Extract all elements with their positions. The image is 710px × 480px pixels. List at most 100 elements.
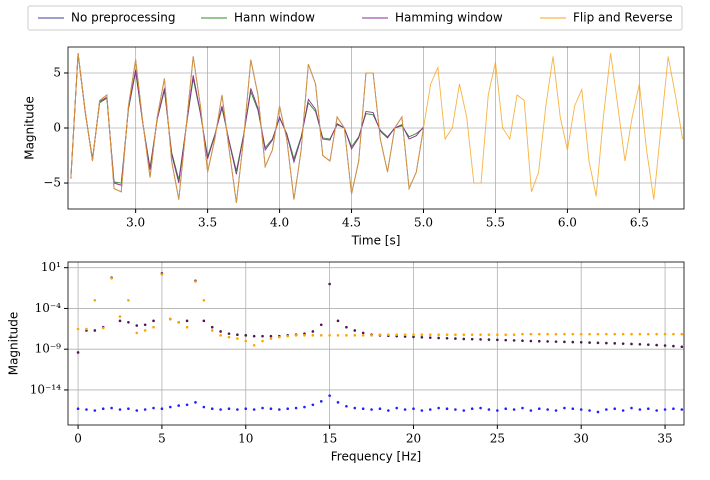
scatter-point — [278, 408, 281, 411]
scatter-point — [588, 409, 591, 412]
x-tick-label: 15 — [322, 432, 337, 446]
scatter-point — [194, 401, 197, 404]
scatter-point — [613, 407, 617, 411]
scatter-point — [621, 342, 625, 345]
scatter-point — [194, 280, 197, 283]
scatter-point — [353, 406, 357, 410]
scatter-point — [202, 319, 206, 323]
scatter-point — [210, 407, 214, 411]
scatter-point — [563, 406, 566, 410]
scatter-point — [638, 332, 642, 336]
scatter-point — [462, 333, 466, 337]
scatter-point — [328, 334, 331, 337]
scatter-point — [319, 334, 323, 337]
scatter-point — [169, 317, 172, 321]
scatter-point — [118, 315, 122, 318]
scatter-point — [370, 334, 373, 337]
scatter-point — [403, 335, 407, 338]
scatter-point — [596, 410, 600, 414]
scatter-point — [437, 336, 440, 340]
x-tick-label: 3.0 — [126, 216, 145, 230]
scatter-point — [462, 409, 466, 412]
scatter-point — [420, 333, 424, 337]
y-tick-label: 10⁻⁴ — [35, 301, 62, 315]
scatter-point — [496, 338, 499, 342]
scatter-point — [428, 336, 432, 339]
y-axis-label: Magnitude — [7, 312, 21, 376]
x-tick-label: 35 — [657, 432, 672, 446]
scatter-point — [512, 408, 516, 411]
scatter-point — [101, 326, 105, 330]
scatter-point — [319, 400, 323, 403]
scatter-point — [160, 407, 164, 411]
scatter-point — [278, 335, 281, 339]
scatter-point — [470, 337, 474, 341]
scatter-point — [328, 282, 331, 286]
scatter-point — [387, 409, 390, 412]
scatter-point — [579, 408, 583, 411]
scatter-point — [546, 332, 549, 336]
scatter-point — [135, 409, 139, 412]
scatter-point — [336, 319, 340, 323]
scatter-point — [93, 298, 97, 302]
scatter-point — [428, 333, 432, 337]
scatter-point — [521, 339, 524, 343]
scatter-point — [655, 409, 658, 412]
scatter-point — [353, 334, 357, 337]
scatter-point — [571, 332, 575, 336]
scatter-point — [110, 406, 113, 410]
y-tick-label: 10¹ — [41, 260, 61, 274]
scatter-point — [370, 408, 373, 411]
scatter-point — [93, 329, 97, 332]
scatter-point — [252, 344, 256, 347]
scatter-point — [454, 333, 457, 337]
scatter-point — [311, 403, 315, 407]
scatter-point — [487, 333, 491, 337]
scatter-point — [135, 331, 139, 335]
axes-frame — [67, 261, 685, 426]
scatter-point — [454, 337, 457, 340]
scatter-point — [135, 324, 139, 327]
scatter-point — [613, 332, 617, 336]
scatter-point — [160, 273, 164, 276]
x-axis-label: Time [s] — [351, 234, 401, 248]
scatter-point — [672, 332, 675, 336]
x-tick-label: 10 — [238, 432, 253, 446]
scatter-point — [613, 342, 617, 345]
scatter-point — [605, 332, 608, 336]
scatter-point — [529, 339, 533, 343]
scatter-point — [76, 327, 80, 331]
plot-area — [76, 272, 684, 414]
x-tick-label: 5.5 — [486, 216, 505, 230]
scatter-point — [261, 406, 264, 410]
scatter-point — [663, 332, 667, 336]
scatter-point — [202, 405, 206, 409]
scatter-point — [521, 332, 524, 336]
scatter-point — [185, 319, 189, 323]
scatter-point — [563, 340, 566, 344]
scatter-point — [504, 333, 508, 337]
scatter-point — [663, 408, 667, 411]
scatter-point — [336, 334, 340, 337]
scatter-point — [579, 332, 583, 336]
scatter-point — [403, 408, 407, 411]
scatter-point — [101, 407, 105, 411]
scatter-point — [462, 337, 466, 341]
scatter-point — [554, 340, 558, 343]
y-tick-label: 5 — [53, 65, 61, 79]
scatter-point — [85, 327, 88, 331]
scatter-point — [546, 340, 549, 343]
scatter-point — [118, 408, 122, 411]
legend-label: No preprocessing — [71, 11, 175, 25]
scatter-point — [638, 408, 642, 411]
x-tick-label: 30 — [574, 432, 589, 446]
scatter-point — [127, 320, 130, 324]
scatter-point — [76, 407, 80, 411]
scatter-point — [537, 339, 541, 343]
scatter-point — [328, 394, 331, 397]
scatter-point — [412, 333, 415, 337]
scatter-point — [512, 333, 516, 337]
scatter-point — [529, 409, 533, 412]
plot-area — [70, 53, 684, 203]
y-tick-label: 10⁻⁹ — [35, 342, 62, 356]
